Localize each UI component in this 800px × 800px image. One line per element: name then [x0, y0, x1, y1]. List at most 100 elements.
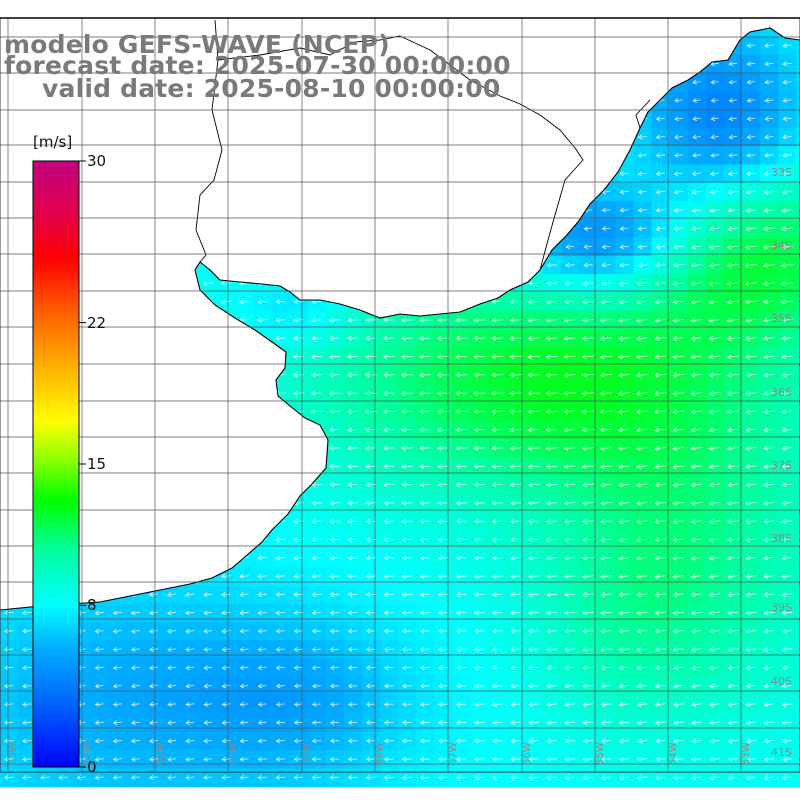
wind-arrow: [745, 610, 757, 616]
wind-arrow: [618, 409, 631, 415]
wind-arrow: [691, 738, 702, 744]
wind-arrow: [492, 720, 503, 726]
wind-arrow: [400, 372, 413, 378]
wind-arrow: [710, 116, 719, 122]
wind-arrow: [563, 372, 577, 378]
wind-arrow: [727, 647, 739, 652]
wind-speed-cell: [796, 146, 800, 165]
longitude-label: 55W: [595, 742, 606, 765]
wind-arrow: [203, 701, 213, 707]
wind-arrow: [257, 775, 267, 780]
wind-arrow: [401, 409, 413, 414]
latitude-label: 33S: [771, 166, 792, 179]
wind-arrow: [437, 354, 450, 360]
wind-arrow: [636, 683, 648, 689]
wind-arrow: [491, 463, 504, 469]
wind-arrow: [654, 281, 666, 286]
wind-arrow: [564, 555, 576, 561]
wind-arrow: [637, 775, 648, 781]
wind-arrow: [672, 537, 685, 543]
latitude-label: 39S: [771, 601, 792, 614]
wind-arrow: [491, 335, 504, 341]
wind-arrow: [419, 665, 431, 671]
wind-arrow: [564, 756, 575, 762]
wind-arrow: [763, 171, 774, 177]
wind-arrow: [401, 610, 412, 616]
wind-arrow: [474, 592, 485, 597]
wind-arrow: [3, 738, 14, 744]
wind-arrow: [600, 756, 612, 762]
wind-arrow: [166, 592, 177, 597]
wind-arrow: [563, 390, 577, 396]
wind-arrow: [726, 409, 739, 415]
wind-arrow: [418, 390, 432, 396]
wind-arrow: [473, 445, 486, 451]
wind-arrow: [257, 756, 267, 762]
wind-arrow: [727, 756, 738, 762]
wind-speed-cell: [796, 512, 800, 531]
wind-arrow: [401, 646, 412, 652]
wind-arrow: [672, 317, 685, 323]
wind-arrow: [311, 573, 322, 579]
wind-arrow: [582, 756, 594, 762]
wind-arrow: [673, 244, 684, 250]
wind-arrow: [401, 592, 413, 597]
wind-arrow: [781, 189, 793, 195]
wind-arrow: [636, 665, 648, 671]
wind-arrow: [636, 610, 648, 616]
wind-arrow: [600, 573, 612, 579]
wind-arrow: [546, 720, 557, 726]
wind-speed-cell: [796, 292, 800, 312]
wind-arrow: [690, 592, 703, 598]
wind-arrow: [365, 720, 376, 726]
wind-arrow: [654, 592, 667, 598]
wind-arrow: [528, 628, 539, 634]
wind-arrow: [167, 756, 177, 762]
wind-speed-cell: [796, 676, 800, 696]
wind-speed-cell: [796, 695, 800, 714]
wind-arrow: [763, 336, 775, 341]
wind-arrow: [3, 775, 14, 780]
wind-arrow: [565, 262, 575, 268]
wind-speed-cell: [796, 420, 800, 440]
wind-arrow: [582, 518, 594, 524]
wind-arrow: [203, 628, 213, 634]
wind-arrow: [637, 152, 647, 158]
wind-arrow: [149, 683, 158, 689]
wind-arrow: [491, 317, 504, 323]
wind-arrow: [708, 317, 721, 323]
wind-arrow: [527, 409, 540, 415]
wind-arrow: [509, 518, 522, 524]
wind-arrow: [690, 409, 703, 415]
wind-arrow: [347, 445, 359, 451]
wind-arrow: [311, 500, 322, 506]
wind-arrow: [474, 701, 485, 707]
wind-arrow: [618, 701, 630, 707]
wind-arrow: [419, 500, 431, 506]
wind-arrow: [710, 152, 719, 158]
wind-arrow: [383, 573, 394, 579]
wind-arrow: [491, 354, 504, 360]
wind-arrow: [329, 756, 340, 762]
wind-arrow: [782, 61, 792, 67]
wind-arrow: [112, 738, 122, 744]
wind-arrow: [437, 518, 449, 524]
wind-arrow: [674, 134, 683, 140]
wind-arrow: [745, 500, 757, 506]
wind-arrow: [654, 683, 666, 689]
wind-arrow: [364, 372, 377, 378]
wind-arrow: [654, 573, 667, 579]
wind-arrow: [726, 354, 739, 360]
wind-arrow: [311, 592, 322, 597]
wind-arrow: [239, 701, 249, 707]
colorbar-unit: [m/s]: [33, 133, 73, 151]
wind-arrow: [492, 683, 503, 689]
wind-arrow: [546, 555, 558, 561]
wind-arrow: [437, 463, 449, 469]
wind-arrow: [781, 647, 793, 652]
wind-arrow: [401, 518, 413, 524]
wind-arrow: [401, 500, 413, 506]
longitude-label: 56W: [522, 742, 533, 765]
wind-arrow: [546, 756, 557, 762]
wind-arrow: [763, 226, 775, 232]
